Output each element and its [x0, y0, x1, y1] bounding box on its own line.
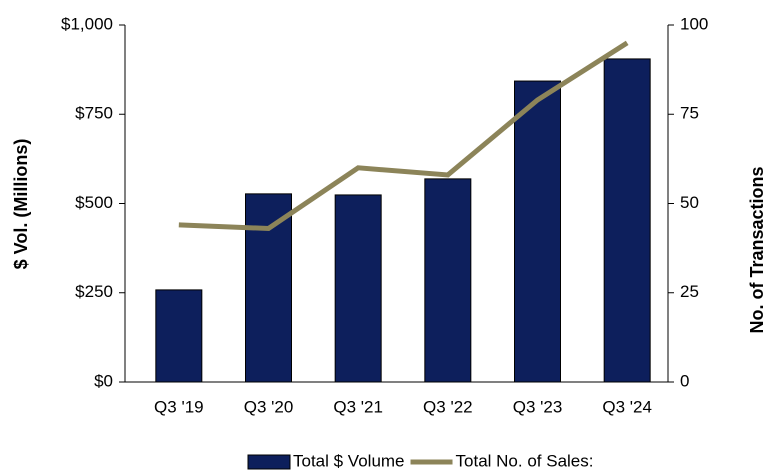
- y-tick-label: $750: [75, 104, 113, 123]
- bar: [424, 178, 472, 383]
- y2-tick-label: 100: [680, 14, 708, 33]
- y2-tick-label: 75: [680, 104, 699, 123]
- x-tick-label: Q3 '19: [154, 397, 204, 416]
- bar: [603, 58, 651, 383]
- bar: [155, 289, 203, 383]
- x-tick-label: Q3 '21: [333, 397, 383, 416]
- x-tick-label: Q3 '24: [602, 397, 652, 416]
- y2-axis-title: No. of Transactions: [747, 166, 767, 333]
- y-tick-label: $1,000: [61, 14, 113, 33]
- x-tick-label: Q3 '20: [244, 397, 294, 416]
- y-tick-label: $500: [75, 193, 113, 212]
- x-tick-label: Q3 '23: [513, 397, 563, 416]
- legend-swatch: [247, 454, 291, 470]
- line: [178, 40, 629, 232]
- bar: [245, 193, 292, 383]
- y-tick-label: $250: [75, 282, 113, 301]
- x-tick-label: Q3 '22: [423, 397, 473, 416]
- bar: [334, 194, 382, 383]
- bar: [514, 80, 561, 383]
- legend-label: Total $ Volume: [293, 451, 405, 470]
- y-tick-label: $0: [94, 371, 113, 390]
- y2-tick-label: 25: [680, 282, 699, 301]
- y2-tick-label: 0: [680, 371, 689, 390]
- y2-tick-label: 50: [680, 193, 699, 212]
- y-axis-title: $ Vol. (Millions): [11, 139, 31, 270]
- legend-label: Total No. of Sales:: [456, 451, 594, 470]
